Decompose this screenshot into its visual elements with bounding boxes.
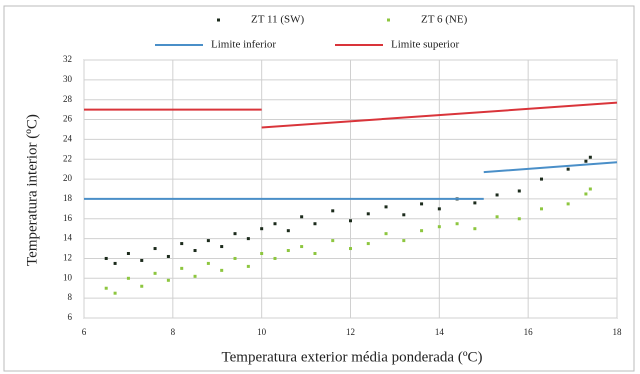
legend-label: Limite inferior [211,39,276,51]
y-tick-label: 22 [63,153,72,163]
x-tick-label: 6 [82,327,87,337]
scatter-point [126,252,130,255]
scatter-point [104,256,108,260]
scatter-point [473,201,477,205]
scatter-point [366,212,370,216]
scatter-point [246,237,250,241]
y-tick-label: 12 [63,253,72,263]
scatter-point [331,209,335,213]
scatter-point [140,258,144,262]
scatter-point [473,227,477,231]
scatter-point [384,205,388,209]
scatter-point [193,274,197,278]
scatter-point [246,264,250,268]
scatter-point [180,266,184,270]
scatter-point [153,247,157,251]
scatter-point [566,202,570,206]
x-axis-label: Temperatura exterior média ponderada (ºC… [222,349,483,365]
scatter-point [220,268,224,272]
scatter-point [260,252,264,255]
scatter-point [313,252,317,255]
y-tick-label: 6 [68,312,73,322]
y-tick-label: 8 [68,292,73,302]
scatter-point [206,261,210,265]
y-tick-label: 24 [63,133,73,143]
scatter-point [113,291,117,295]
y-tick-label: 18 [63,193,73,203]
legend-swatch [217,18,220,22]
scatter-point [420,229,424,233]
x-tick-label: 14 [435,327,445,337]
scatter-point [402,239,406,243]
y-tick-label: 20 [63,173,73,183]
y-tick-label: 10 [63,272,73,282]
legend-label: ZT 6 (NE) [421,14,468,26]
scatter-point [233,256,237,260]
scatter-point [539,177,543,181]
legend-swatch [387,18,390,22]
x-tick-label: 16 [524,327,534,337]
scatter-point [402,213,406,217]
y-tick-label: 16 [63,213,73,223]
x-tick-label: 18 [613,327,623,337]
limit-line [84,161,618,200]
scatter-point [286,249,290,253]
scatter-point [566,167,570,171]
x-tick-label: 10 [257,327,267,337]
legend-label: ZT 11 (SW) [251,14,304,26]
scatter-point [166,278,170,282]
scatter-point [495,193,499,197]
y-tick-label: 14 [63,233,73,243]
scatter-point [349,247,352,251]
scatter-point [495,215,499,219]
scatter-point [273,222,277,226]
scatter-point [539,207,543,211]
scatter-point [300,215,304,219]
scatter-point [584,159,588,163]
scatter-point [273,256,277,260]
scatter-point [349,219,352,223]
scatter-point [313,222,317,226]
scatter-point [140,284,144,288]
scatter-point [331,239,335,243]
scatter-point [366,242,370,246]
scatter-point [104,286,108,290]
scatter-point [180,242,184,246]
scatter-point [260,227,264,231]
scatter-point [286,229,290,233]
scatter-point [113,261,117,265]
limit-line [84,101,618,129]
scatter-point [233,232,237,236]
scatter-point [220,245,224,249]
scatter-point [437,207,441,211]
y-axis-label: Temperatura interior (ºC) [24,114,40,266]
scatter-point [206,239,210,243]
scatter-point [193,249,197,253]
scatter-point [153,271,157,275]
scatter-point [166,254,170,258]
scatter-point [300,245,304,249]
scatter-point [384,232,388,236]
scatter-point [517,217,521,221]
y-tick-label: 28 [63,94,73,104]
scatter-point [517,189,521,193]
scatter-point [420,202,424,206]
x-tick-label: 8 [171,327,176,337]
y-tick-label: 30 [63,74,73,84]
scatter-point [126,276,130,280]
scatter-point [588,187,592,191]
y-tick-label: 32 [63,54,72,64]
legend-label: Limite superior [391,39,459,51]
scatter-point [455,222,459,226]
scatter-point [584,192,588,196]
x-tick-label: 12 [346,327,355,337]
scatter-point [437,225,441,229]
y-tick-label: 26 [63,114,73,124]
scatter-point [588,155,592,159]
